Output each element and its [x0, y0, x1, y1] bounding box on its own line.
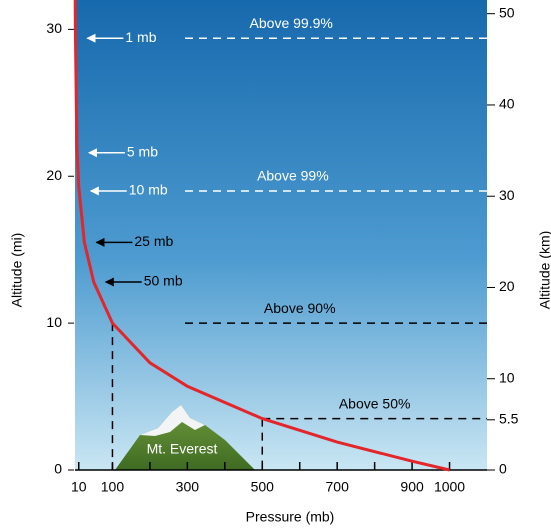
y-tick-label: 30 — [46, 20, 62, 36]
y2-tick-label: 10 — [499, 369, 515, 385]
x-tick-label: 1000 — [434, 479, 465, 495]
y-tick-label: 10 — [46, 314, 62, 330]
pressure-label: 10 mb — [129, 182, 168, 198]
x-tick-label: 700 — [326, 479, 350, 495]
x-tick-label: 500 — [251, 479, 275, 495]
level-label: Above 99.9% — [250, 15, 333, 31]
x-tick-label: 900 — [400, 479, 424, 495]
pressure-label: 1 mb — [125, 29, 156, 45]
y2-tick-label: 20 — [499, 278, 515, 294]
x-tick-label: 10 — [71, 479, 87, 495]
chart: Mt. Everest Pressure (mb) Altitude (mi) … — [0, 0, 551, 532]
pressure-label: 5 mb — [127, 143, 158, 159]
pressure-label: 50 mb — [144, 273, 183, 289]
x-tick-label: 300 — [176, 479, 200, 495]
level-label: Above 50% — [339, 395, 411, 411]
y2-tick-label: 0 — [499, 461, 507, 477]
level-label: Above 90% — [264, 300, 336, 316]
landmark-label: Mt. Everest — [147, 441, 218, 457]
y2-tick-label: 40 — [499, 96, 515, 112]
y2-tick-label: 50 — [499, 4, 515, 20]
y2-tick-label: 5.5 — [499, 411, 519, 427]
x-axis-title: Pressure (mb) — [246, 509, 335, 525]
y2-tick-label: 30 — [499, 187, 515, 203]
x-tick-label: 100 — [101, 479, 125, 495]
y-tick-label: 0 — [54, 461, 62, 477]
y2-axis-title: Altitude (km) — [537, 231, 551, 310]
level-label: Above 99% — [257, 168, 329, 184]
y-tick-label: 20 — [46, 167, 62, 183]
y-axis-title: Altitude (mi) — [9, 233, 25, 308]
pressure-label: 25 mb — [134, 233, 173, 249]
